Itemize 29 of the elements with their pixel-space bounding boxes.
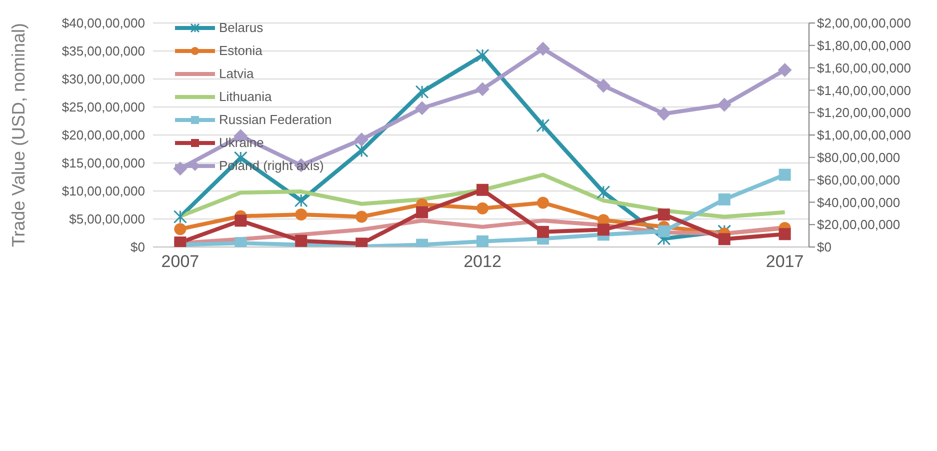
legend-label: Belarus — [219, 20, 264, 35]
y-axis-title: Trade Value (USD, nominal) — [8, 22, 28, 248]
legend-label: Lithuania — [219, 89, 272, 104]
y2-tick-label: $0 — [817, 240, 832, 255]
y2-tick-label: $1,40,00,00,000 — [817, 82, 911, 98]
y-tick-label: $40,00,00,000 — [62, 16, 145, 31]
y-tick-label: $5,00,00,000 — [69, 212, 145, 227]
y2-tick-label: $1,20,00,00,000 — [817, 105, 911, 120]
y-tick-label: $15,00,00,000 — [62, 156, 145, 171]
legend-label: Russian Federation — [219, 112, 332, 127]
y-tick-label: $30,00,00,000 — [62, 72, 145, 87]
y2-tick-label: $1,80,00,00,000 — [817, 38, 911, 54]
y-tick-label: $10,00,00,000 — [62, 184, 145, 199]
y2-tick-label: $1,00,00,00,000 — [817, 128, 911, 143]
x-tick-label: 2012 — [464, 252, 502, 272]
y2-tick-label: $40,00,00,000 — [817, 194, 900, 210]
y-tick-label: $25,00,00,000 — [62, 100, 145, 115]
y-tick-label: $20,00,00,000 — [62, 128, 145, 143]
y2-tick-label: $60,00,00,000 — [817, 172, 900, 188]
y-tick-label: $35,00,00,000 — [62, 44, 145, 59]
y-tick-label: $0 — [130, 240, 145, 255]
y2-tick-label: $1,60,00,00,000 — [817, 60, 911, 76]
y2-tick-label: $80,00,00,000 — [817, 150, 900, 166]
x-tick-label: 2017 — [766, 252, 804, 272]
legend-label: Latvia — [219, 66, 254, 81]
y2-tick-label: $2,00,00,00,000 — [817, 16, 911, 31]
legend-label: Estonia — [219, 43, 262, 58]
y2-tick-label: $20,00,00,000 — [817, 217, 900, 232]
x-tick-label: 2007 — [161, 252, 200, 272]
